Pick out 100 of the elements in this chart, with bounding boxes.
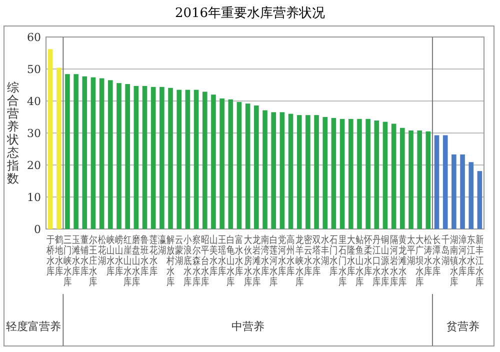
x-tick-label: 黄龙滩水库 bbox=[398, 234, 406, 288]
bar bbox=[288, 114, 294, 229]
bar bbox=[408, 130, 414, 229]
x-tick-label: 铜山源水库 bbox=[380, 234, 390, 288]
bar bbox=[108, 80, 113, 229]
bar bbox=[142, 86, 148, 229]
bar bbox=[374, 120, 380, 229]
x-tick-label: 磨盘山水库 bbox=[132, 234, 140, 288]
bar bbox=[65, 74, 70, 229]
x-tick-label: 鲇鱼山水库 bbox=[355, 234, 364, 288]
x-tick-label: 双塔水库 bbox=[312, 235, 321, 278]
bar bbox=[391, 124, 396, 229]
x-tick-label: 王瑶水库 bbox=[218, 235, 226, 278]
x-tick-label: 怀柔水库 bbox=[363, 234, 372, 278]
bar bbox=[254, 105, 259, 229]
x-tick-label: 富水水库 bbox=[235, 234, 244, 278]
x-tick-label: 瀛湖 bbox=[158, 234, 166, 257]
bar bbox=[357, 118, 362, 229]
x-tick-label: 三门峡水库 bbox=[63, 235, 72, 288]
bar bbox=[125, 84, 130, 229]
bar bbox=[194, 90, 199, 229]
x-tick-label: 董铺水库 bbox=[80, 234, 89, 278]
x-tick-label: 于桥水库 bbox=[45, 235, 54, 278]
x-tick-label: 石门水库 bbox=[330, 235, 338, 278]
bar bbox=[331, 118, 336, 229]
bar bbox=[366, 118, 370, 229]
x-tick-label: 察尔森水库 bbox=[192, 234, 200, 288]
bar bbox=[82, 76, 88, 229]
x-tick-label: 东江水库 bbox=[467, 234, 476, 278]
bar bbox=[220, 98, 224, 229]
x-tick-label: 龙岩滩水库 bbox=[252, 234, 260, 288]
y-tick-label: 60 bbox=[27, 31, 41, 44]
x-tick-label: 崂山水库 bbox=[114, 234, 124, 278]
y-tick-label: 50 bbox=[27, 63, 41, 76]
x-tick-label: 千岛湖 bbox=[441, 234, 450, 268]
x-tick-label: 昭平台水库 bbox=[200, 234, 209, 288]
x-tick-label: 莲花水库 bbox=[149, 234, 158, 278]
x-tick-label: 鹤地水库 bbox=[54, 234, 63, 278]
text: 贫营养 bbox=[446, 320, 480, 333]
x-tick-label: 南湾水库 bbox=[260, 234, 270, 278]
bar bbox=[348, 118, 354, 229]
bar bbox=[99, 78, 104, 229]
x-tick-label: 玉滩水库 bbox=[72, 235, 80, 278]
x-tick-label: 党河水库 bbox=[278, 234, 286, 278]
y-tick-label: 20 bbox=[27, 159, 41, 172]
bar bbox=[168, 88, 173, 229]
y-axis-title: 综合营养状态指数 bbox=[6, 80, 19, 186]
bar bbox=[48, 49, 53, 229]
x-tick-label: 太平湖 bbox=[406, 234, 416, 268]
bar bbox=[134, 86, 139, 229]
x-tick-label: 峡山水库 bbox=[106, 234, 114, 278]
bar bbox=[306, 115, 310, 229]
bar bbox=[271, 112, 276, 229]
bar bbox=[262, 110, 268, 229]
bar bbox=[452, 154, 456, 229]
x-tick-label: 长潭水库 bbox=[432, 234, 441, 278]
x-tick-label: 密云水库 bbox=[304, 234, 312, 278]
x-tick-label: 水丰湖 bbox=[321, 234, 330, 268]
bar bbox=[176, 90, 182, 229]
x-tick-label: 大伙房水库 bbox=[244, 234, 252, 288]
bar bbox=[245, 104, 250, 229]
x-tick-label: 白莲河水库 bbox=[270, 234, 278, 288]
chart-title: 2016年重要水库营养状况 bbox=[174, 5, 326, 21]
y-tick-label: 40 bbox=[27, 95, 41, 108]
bar bbox=[280, 112, 285, 229]
x-tick-label: 红崖山水库 bbox=[124, 234, 132, 288]
bar bbox=[322, 117, 328, 229]
x-tick-label: 山美水库 bbox=[209, 234, 218, 278]
x-tick-label: 大广坝水库 bbox=[414, 234, 424, 288]
bar bbox=[160, 86, 164, 229]
bar bbox=[468, 162, 474, 229]
bar bbox=[460, 154, 465, 229]
x-tick-label: 鲁班水库 bbox=[140, 234, 149, 278]
bar bbox=[236, 102, 242, 229]
x-tick-label: 云蒙湖 bbox=[175, 235, 184, 268]
y-tick-label: 30 bbox=[27, 127, 41, 140]
bar bbox=[417, 130, 422, 229]
bar bbox=[202, 92, 208, 229]
bar bbox=[185, 90, 190, 229]
bar bbox=[228, 99, 234, 229]
x-tick-label: 解放村水库 bbox=[166, 234, 175, 288]
x-tick-label: 隔河岩水库 bbox=[390, 235, 398, 288]
bar bbox=[211, 94, 216, 229]
bar bbox=[434, 135, 440, 229]
x-tick-label: 白龟山水库 bbox=[226, 234, 235, 288]
x-tick-label: 松花湖 bbox=[98, 234, 106, 268]
x-tick-label: 尔王庄水库 bbox=[89, 234, 98, 288]
x-tick-label: 高州水库 bbox=[286, 234, 295, 278]
bar bbox=[150, 86, 156, 229]
y-tick-label: 10 bbox=[27, 191, 41, 204]
x-tick-label: 里石门水库 bbox=[338, 235, 346, 288]
x-tick-label: 松涛水库 bbox=[424, 234, 432, 278]
bar bbox=[340, 118, 345, 229]
y-tick-label: 0 bbox=[34, 223, 41, 236]
bar bbox=[74, 74, 78, 229]
x-tick-label: 漳河水库 bbox=[458, 234, 467, 278]
x-tick-label: 小浪底水库 bbox=[184, 234, 192, 288]
bar bbox=[477, 171, 482, 229]
bar bbox=[90, 77, 96, 229]
x-tick-label: 龙羊峡水库 bbox=[295, 234, 304, 288]
